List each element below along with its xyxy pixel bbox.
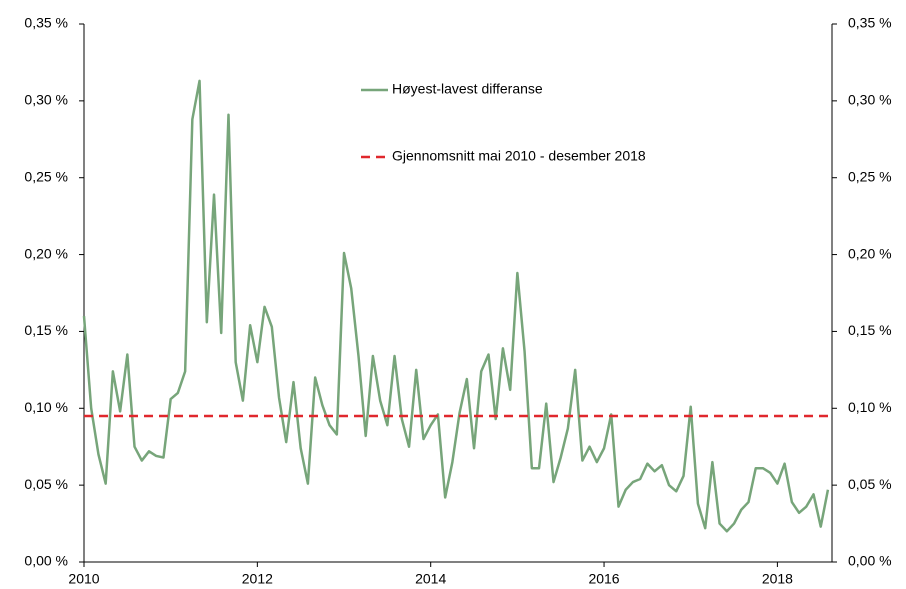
y2-tick-label: 0,30 % [848, 92, 892, 108]
legend-label: Høyest-lavest differanse [392, 81, 543, 97]
x-tick-label: 2014 [415, 571, 446, 587]
y2-tick-label: 0,10 % [848, 399, 892, 415]
y-tick-label: 0,20 % [24, 245, 68, 261]
y2-tick-label: 0,25 % [848, 168, 892, 184]
y-tick-label: 0,00 % [24, 553, 68, 569]
y-tick-label: 0,30 % [24, 92, 68, 108]
x-tick-label: 2012 [242, 571, 273, 587]
y2-tick-label: 0,35 % [848, 15, 892, 31]
y-tick-label: 0,10 % [24, 399, 68, 415]
x-tick-label: 2010 [68, 571, 99, 587]
y2-tick-label: 0,00 % [848, 553, 892, 569]
y-tick-label: 0,15 % [24, 322, 68, 338]
x-tick-label: 2016 [588, 571, 619, 587]
x-tick-label: 2018 [762, 571, 793, 587]
y2-tick-label: 0,15 % [848, 322, 892, 338]
data-line [82, 79, 830, 533]
y-tick-label: 0,35 % [24, 15, 68, 31]
legend-label: Gjennomsnitt mai 2010 - desember 2018 [392, 148, 646, 164]
y2-tick-label: 0,20 % [848, 245, 892, 261]
y2-tick-label: 0,05 % [848, 476, 892, 492]
y-tick-label: 0,25 % [24, 168, 68, 184]
y-tick-label: 0,05 % [24, 476, 68, 492]
